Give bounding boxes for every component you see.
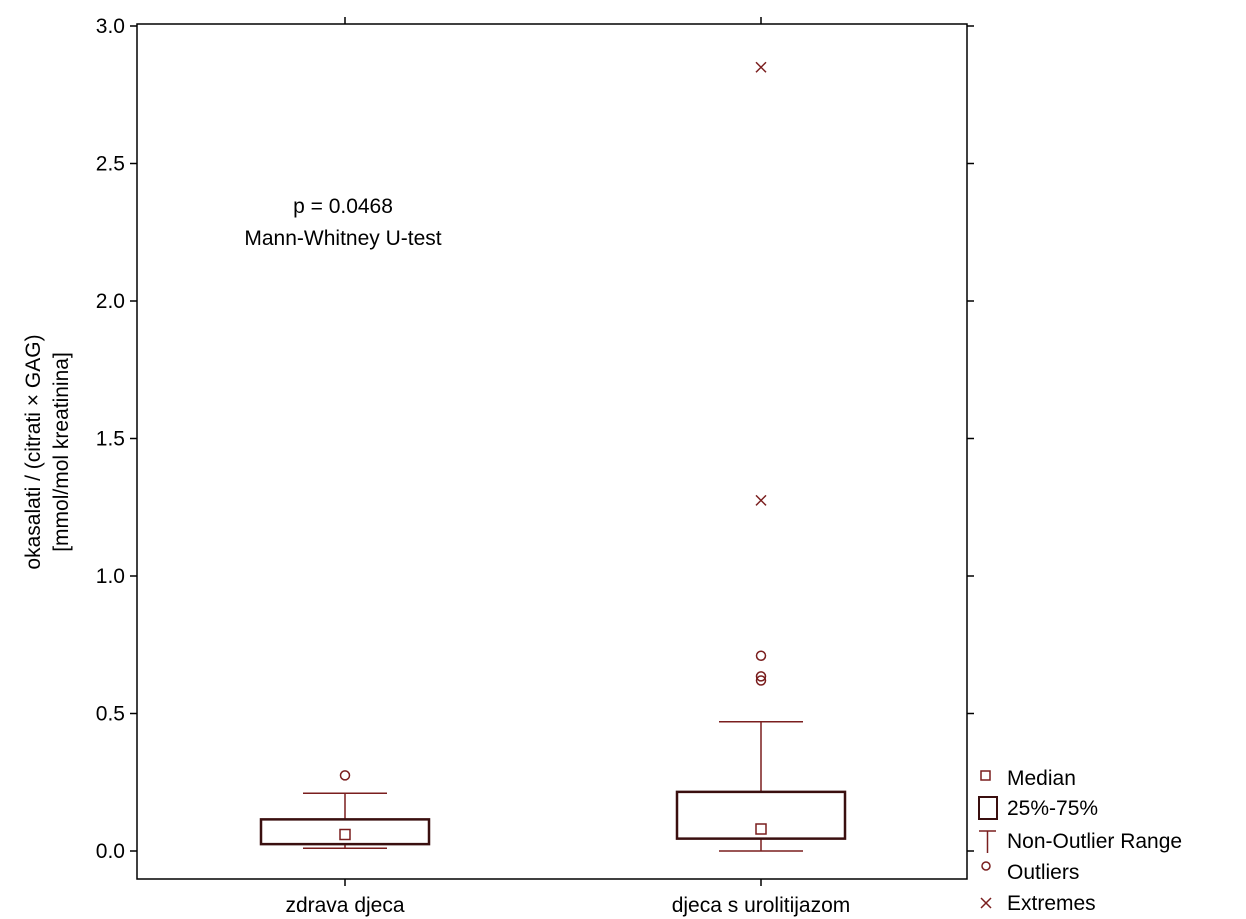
- y-axis-label-line2: [mmol/mol kreatinina]: [50, 352, 73, 552]
- plot-frame: [136, 23, 968, 880]
- x-axis-labels: zdrava djeca djeca s urolitijazom: [285, 894, 850, 917]
- legend-median-label: Median: [1007, 767, 1076, 790]
- legend-item-outliers: Outliers: [981, 861, 1079, 884]
- y-axis-label-line1: okasalati / (citrati × GAG): [22, 334, 45, 569]
- median-marker: [339, 828, 351, 841]
- legend-item-median: Median: [980, 767, 1076, 790]
- legend-extremes-label: Extremes: [1007, 892, 1096, 915]
- outlier-point: [755, 650, 767, 661]
- y-tick-label: 1.5: [96, 428, 125, 451]
- test-annotation: p = 0.0468 Mann-Whitney U-test: [244, 195, 441, 250]
- y-tick-label: 1.0: [96, 565, 125, 588]
- y-tick-label: 2.5: [96, 153, 125, 176]
- x-tick-label: zdrava djeca: [285, 894, 404, 917]
- y-tick-label: 0.0: [96, 840, 125, 863]
- box-groups: [259, 61, 847, 852]
- box-group: [259, 770, 431, 849]
- extreme-stroke-b: [755, 494, 767, 506]
- legend-outliers-label: Outliers: [1007, 861, 1079, 884]
- iqr-box: [259, 818, 431, 846]
- legend-item-box: 25%-75%: [978, 796, 1098, 820]
- iqr-box: [675, 790, 847, 840]
- box-group: [675, 61, 847, 852]
- y-tick-label: 2.0: [96, 290, 125, 313]
- legend-median-icon: [980, 770, 991, 781]
- extreme-point: [755, 61, 767, 73]
- x-tick-label: djeca s urolitijazom: [672, 894, 851, 917]
- p-value-text: p = 0.0468: [293, 195, 393, 218]
- y-tick-label: 3.0: [96, 15, 125, 38]
- y-axis-ticks: 0.0 0.5 1.0 1.5 2.0 2.5 3.0: [96, 15, 974, 886]
- legend-outlier-icon: [981, 861, 991, 871]
- legend-extreme-icon-b: [980, 897, 992, 909]
- extreme-stroke-b: [755, 61, 767, 73]
- legend-range-label: Non-Outlier Range: [1007, 830, 1182, 853]
- median-marker: [755, 823, 767, 835]
- outlier-point: [339, 770, 351, 781]
- legend-box-label: 25%-75%: [1007, 797, 1098, 820]
- y-tick-label: 0.5: [96, 703, 125, 726]
- y-axis-label: okasalati / (citrati × GAG) [mmol/mol kr…: [22, 334, 73, 569]
- outlier-point: [755, 671, 767, 682]
- legend-box-icon: [978, 796, 998, 820]
- outlier-point: [755, 675, 767, 686]
- legend: Median 25%-75% Non-Outlier Range Outlier…: [978, 767, 1182, 915]
- legend-item-extremes: Extremes: [980, 892, 1096, 915]
- test-name-text: Mann-Whitney U-test: [244, 227, 441, 250]
- extreme-point: [755, 494, 767, 506]
- legend-item-range: Non-Outlier Range: [979, 830, 1182, 853]
